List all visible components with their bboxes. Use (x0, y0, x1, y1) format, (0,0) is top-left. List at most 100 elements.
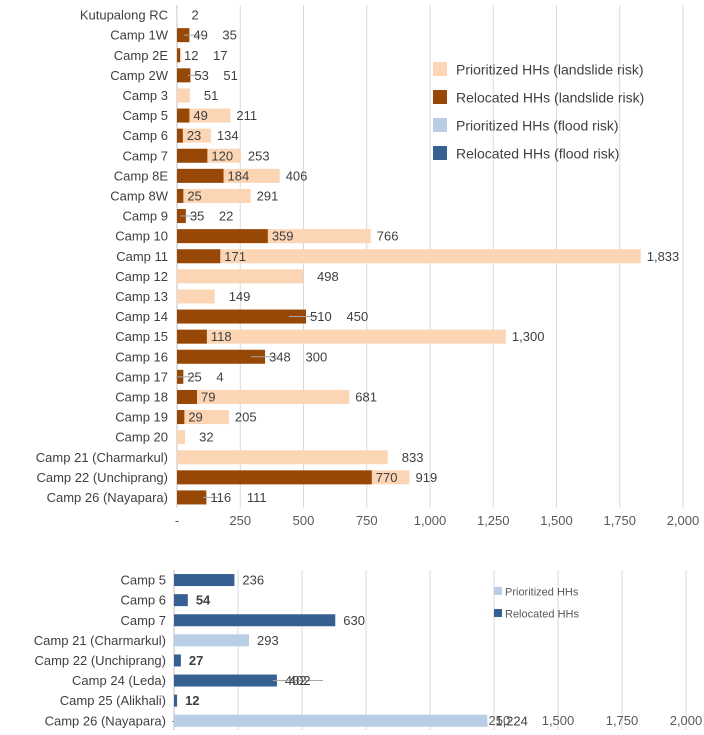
category-label-camp-20: Camp 20 (115, 430, 168, 445)
bar-relocated-camp-14 (177, 309, 307, 324)
category-label-kutupalong-rc: Kutupalong RC (80, 8, 168, 23)
data-label-prioritized-camp-21-charmarkul: 293 (257, 633, 279, 648)
category-label-camp-24-leda: Camp 24 (Leda) (72, 673, 166, 688)
bar-relocated-camp-1w (177, 28, 190, 43)
category-label-camp-2e: Camp 2E (114, 48, 169, 63)
data-label-prioritized-camp-3: 51 (204, 88, 218, 103)
category-label-camp-1w: Camp 1W (110, 28, 169, 43)
data-label-relocated-camp-26-nayapara: 116 (210, 490, 231, 505)
x-tick-label-1: - (175, 513, 179, 528)
category-label-camp-8e: Camp 8E (114, 168, 169, 183)
category-label-camp-6: Camp 6 (120, 593, 166, 608)
data-label-relocated-camp-17: 25 (187, 369, 201, 384)
category-label-camp-21-charmarkul: Camp 21 (Charmarkul) (34, 633, 166, 648)
x-tick-label-1: 1,250 (477, 513, 510, 528)
category-label-camp-14: Camp 14 (115, 309, 168, 324)
data-label-relocated-camp-7: 120 (211, 148, 233, 163)
x-tick-label-1: 1,750 (603, 513, 636, 528)
category-label-camp-10: Camp 10 (115, 229, 168, 244)
category-label-camp-22-unchiprang: Camp 22 (Unchiprang) (34, 653, 166, 668)
data-label-prioritized-camp-1w: 35 (222, 28, 236, 43)
data-label-prioritized-camp-11: 1,833 (647, 249, 680, 264)
bar-relocated-camp-24-leda (174, 674, 277, 687)
data-label-relocated-camp-8w: 25 (187, 188, 201, 203)
bar-relocated-camp-7 (174, 614, 336, 627)
category-label-camp-16: Camp 16 (115, 349, 168, 364)
data-label-relocated-camp-1w: 49 (193, 28, 207, 43)
data-label-prioritized-camp-8w: 291 (257, 188, 279, 203)
category-label-camp-8w: Camp 8W (110, 188, 169, 203)
category-label-camp-26-nayapara: Camp 26 (Nayapara) (47, 490, 168, 505)
x-tick-label-1: 250 (229, 513, 251, 528)
data-label-prioritized-camp-21-charmarkul: 833 (402, 450, 424, 465)
category-label-camp-3: Camp 3 (122, 88, 168, 103)
bar-relocated-camp-11 (177, 249, 221, 264)
category-label-camp-21-charmarkul: Camp 21 (Charmarkul) (36, 450, 168, 465)
category-label-camp-9: Camp 9 (122, 209, 168, 224)
data-label-prioritized-camp-7: 253 (248, 148, 270, 163)
bar-prioritized-camp-11 (177, 249, 641, 264)
data-label-relocated-camp-16: 348 (269, 349, 291, 364)
category-label-camp-6: Camp 6 (122, 128, 168, 143)
data-label-relocated-camp-18: 79 (201, 389, 215, 404)
bar-prioritized-camp-15 (177, 329, 506, 344)
data-label-prioritized-camp-10: 766 (377, 229, 399, 244)
category-label-camp-7: Camp 7 (120, 613, 166, 628)
category-label-camp-11: Camp 11 (116, 249, 168, 264)
data-label-prioritized-camp-16: 300 (306, 349, 328, 364)
data-label-prioritized-camp-18: 681 (355, 389, 377, 404)
category-label-camp-5: Camp 5 (120, 573, 166, 588)
bar-relocated-camp-25-alikhali (174, 694, 178, 707)
data-label-prioritized-camp-17: 4 (216, 369, 223, 384)
bar-prioritized-camp-20 (177, 430, 186, 445)
bar-relocated-camp-6 (177, 128, 183, 143)
bar-relocated-camp-5 (174, 574, 235, 587)
legend-swatch-prioritized-hhs-landslide-risk (433, 62, 447, 76)
data-label-prioritized-camp-5: 211 (236, 108, 257, 123)
category-label-camp-22-unchiprang: Camp 22 (Unchiprang) (36, 470, 168, 485)
category-label-camp-2w: Camp 2W (110, 68, 169, 83)
x-tick-label-1: 750 (356, 513, 378, 528)
data-label-relocated-camp-19: 29 (188, 410, 202, 425)
data-label-prioritized-camp-12: 498 (317, 269, 339, 284)
bar-relocated-camp-15 (177, 329, 207, 344)
data-label-relocated-camp-2e: 12 (184, 48, 198, 63)
bar-relocated-camp-10 (177, 229, 268, 244)
data-label-relocated-camp-5: 236 (242, 573, 264, 588)
category-label-camp-7: Camp 7 (122, 148, 168, 163)
bar-relocated-camp-16 (177, 349, 266, 364)
bar-prioritized-camp-8w (177, 188, 251, 203)
category-label-camp-25-alikhali: Camp 25 (Alikhali) (60, 693, 166, 708)
data-label-prioritized-camp-26-nayapara: 111 (247, 490, 267, 505)
data-label-prioritized-camp-13: 149 (229, 289, 251, 304)
legend-label-relocated-hhs-flood-risk: Relocated HHs (flood risk) (456, 146, 619, 162)
data-label-relocated-camp-8e: 184 (228, 168, 250, 183)
bar-prioritized-kutupalong-rc (177, 8, 178, 23)
bar-prioritized-camp-21-charmarkul (177, 450, 388, 465)
legend-swatch-relocated-hhs-flood-risk (433, 146, 447, 160)
category-label-camp-26-nayapara: Camp 26 (Nayapara) (45, 713, 166, 728)
data-label-prioritized-camp-14: 450 (347, 309, 369, 324)
bar-prioritized-camp-21-charmarkul (174, 634, 250, 647)
data-label-relocated-camp-14: 510 (310, 309, 332, 324)
x-tick-label-2: 2,000 (670, 713, 703, 728)
bar-prioritized-camp-18 (177, 389, 350, 404)
data-label-relocated-camp-15: 118 (211, 329, 232, 344)
x-tick-label-1: 2,000 (667, 513, 700, 528)
bar-prioritized-camp-13 (177, 289, 215, 304)
bar-relocated-camp-2w (177, 68, 191, 83)
data-label-relocated-camp-25-alikhali: 12 (185, 693, 199, 708)
category-label-camp-5: Camp 5 (122, 108, 168, 123)
bar-relocated-camp-6 (174, 594, 188, 607)
bar-relocated-camp-7 (177, 148, 208, 163)
data-label-prioritized-camp-20: 32 (199, 430, 213, 445)
data-label-relocated-camp-11: 171 (224, 249, 246, 264)
x-tick-label-2: 1,500 (542, 713, 575, 728)
bar-prioritized-camp-12 (177, 269, 303, 284)
x-tick-label-1: 500 (293, 513, 315, 528)
data-label-prioritized-camp-2e: 17 (213, 48, 227, 63)
data-label-prioritized-camp-26-nayapara: 1,224 (495, 713, 528, 728)
legend-label-prioritized-hhs-flood-risk: Prioritized HHs (flood risk) (456, 118, 619, 134)
bar-prioritized-camp-26-nayapara (174, 714, 488, 727)
